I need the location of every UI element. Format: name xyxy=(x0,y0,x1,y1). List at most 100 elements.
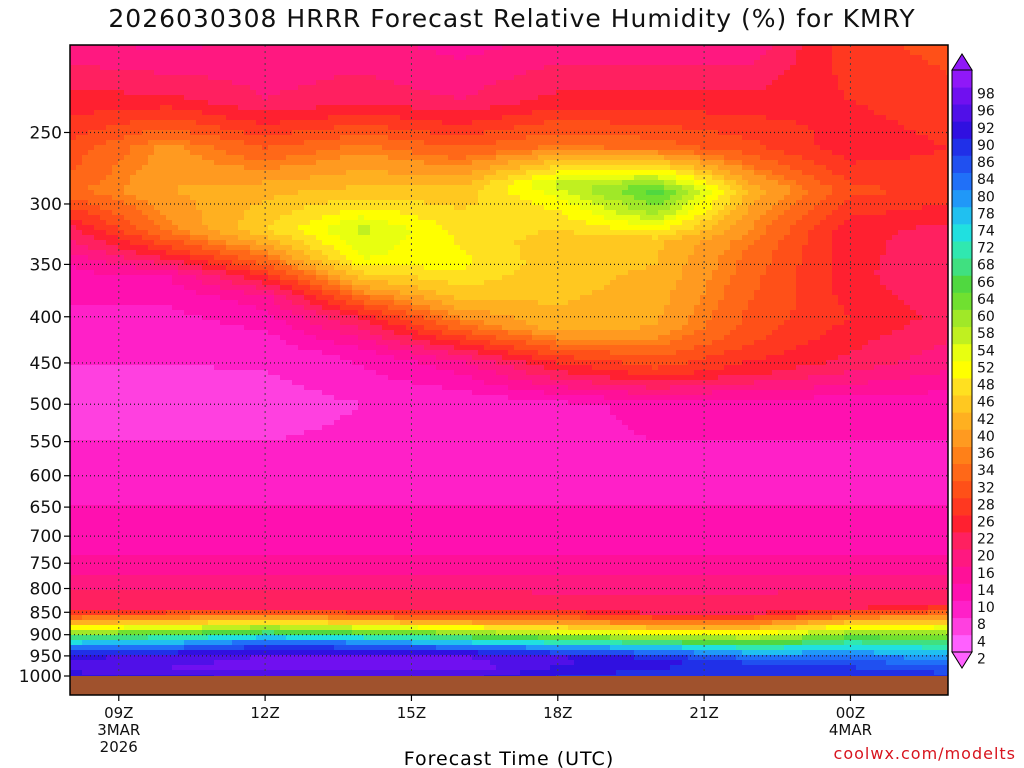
heat-cell xyxy=(232,295,239,301)
heat-cell xyxy=(196,460,203,466)
heat-cell xyxy=(262,315,269,321)
heat-cell xyxy=(100,45,107,51)
heat-cell xyxy=(118,205,125,211)
heat-cell xyxy=(280,315,287,321)
heat-cell xyxy=(70,265,77,271)
heat-cell xyxy=(268,420,275,426)
heat-cell xyxy=(76,615,83,621)
heat-cell xyxy=(250,455,257,461)
heat-cell xyxy=(100,150,107,156)
heat-cell xyxy=(274,420,281,426)
heat-cell xyxy=(100,605,107,611)
heat-cell xyxy=(118,505,125,511)
heat-cell xyxy=(124,625,131,631)
heat-cell xyxy=(208,55,215,61)
heat-cell xyxy=(208,160,215,166)
heat-cell xyxy=(148,210,155,216)
heat-cell xyxy=(142,175,149,181)
heat-cell xyxy=(208,305,215,311)
heat-cell xyxy=(268,615,275,621)
heat-cell xyxy=(232,355,239,361)
heat-cell xyxy=(232,670,239,676)
heat-cell xyxy=(244,225,251,231)
heat-cell xyxy=(112,410,119,416)
heat-cell xyxy=(226,530,233,536)
heat-cell xyxy=(136,600,143,606)
heat-cell xyxy=(142,580,149,586)
heat-cell xyxy=(256,550,263,556)
heat-cell xyxy=(286,65,293,71)
heat-cell xyxy=(250,260,257,266)
heat-cell xyxy=(196,650,203,656)
heat-cell xyxy=(118,385,125,391)
heat-cell xyxy=(214,190,221,196)
heat-cell xyxy=(160,225,167,231)
heat-cell xyxy=(232,540,239,546)
heat-cell xyxy=(280,485,287,491)
heat-cell xyxy=(166,215,173,221)
heat-cell xyxy=(238,275,245,281)
heat-cell xyxy=(142,570,149,576)
heat-cell xyxy=(76,275,83,281)
heat-cell xyxy=(100,90,107,96)
heat-cell xyxy=(190,535,197,541)
heat-cell xyxy=(274,575,281,581)
heat-cell xyxy=(154,495,161,501)
heat-cell xyxy=(136,575,143,581)
heat-cell xyxy=(94,75,101,81)
heat-cell xyxy=(94,205,101,211)
heat-cell xyxy=(76,460,83,466)
heat-cell xyxy=(232,170,239,176)
heat-cell xyxy=(70,505,77,511)
heat-cell xyxy=(106,100,113,106)
heat-cell xyxy=(82,620,89,626)
heat-cell xyxy=(214,100,221,106)
heat-cell xyxy=(268,170,275,176)
heat-cell xyxy=(118,535,125,541)
heat-cell xyxy=(172,240,179,246)
heat-cell xyxy=(88,255,95,261)
heat-cell xyxy=(238,100,245,106)
heat-cell xyxy=(76,620,83,626)
heat-cell xyxy=(286,420,293,426)
heat-cell xyxy=(148,130,155,136)
heat-cell xyxy=(238,155,245,161)
heat-cell xyxy=(82,345,89,351)
heat-cell xyxy=(76,155,83,161)
heat-cell xyxy=(244,45,251,51)
heat-cell xyxy=(208,190,215,196)
heat-cell xyxy=(238,395,245,401)
heat-cell xyxy=(232,70,239,76)
heat-cell xyxy=(298,435,305,441)
heat-cell xyxy=(160,300,167,306)
heat-cell xyxy=(106,105,113,111)
heat-cell xyxy=(298,355,305,361)
heat-cell xyxy=(226,300,233,306)
heat-cell xyxy=(112,540,119,546)
heat-cell xyxy=(148,490,155,496)
heat-cell xyxy=(148,535,155,541)
heat-cell xyxy=(100,565,107,571)
heat-cell xyxy=(136,280,143,286)
heat-cell xyxy=(166,300,173,306)
heat-cell xyxy=(142,640,149,646)
heat-cell xyxy=(286,210,293,216)
heat-cell xyxy=(196,155,203,161)
heat-cell xyxy=(166,150,173,156)
heat-cell xyxy=(142,455,149,461)
heat-cell xyxy=(286,165,293,171)
heat-cell xyxy=(220,275,227,281)
heat-cell xyxy=(256,590,263,596)
heat-cell xyxy=(298,375,305,381)
heat-cell xyxy=(94,410,101,416)
heat-cell xyxy=(172,560,179,566)
heat-cell xyxy=(112,285,119,291)
heat-cell xyxy=(202,205,209,211)
heat-cell xyxy=(136,190,143,196)
heat-cell xyxy=(298,85,305,91)
heat-cell xyxy=(88,540,95,546)
heat-cell xyxy=(160,440,167,446)
heat-cell xyxy=(268,310,275,316)
heat-cell xyxy=(100,310,107,316)
heat-cell xyxy=(166,445,173,451)
